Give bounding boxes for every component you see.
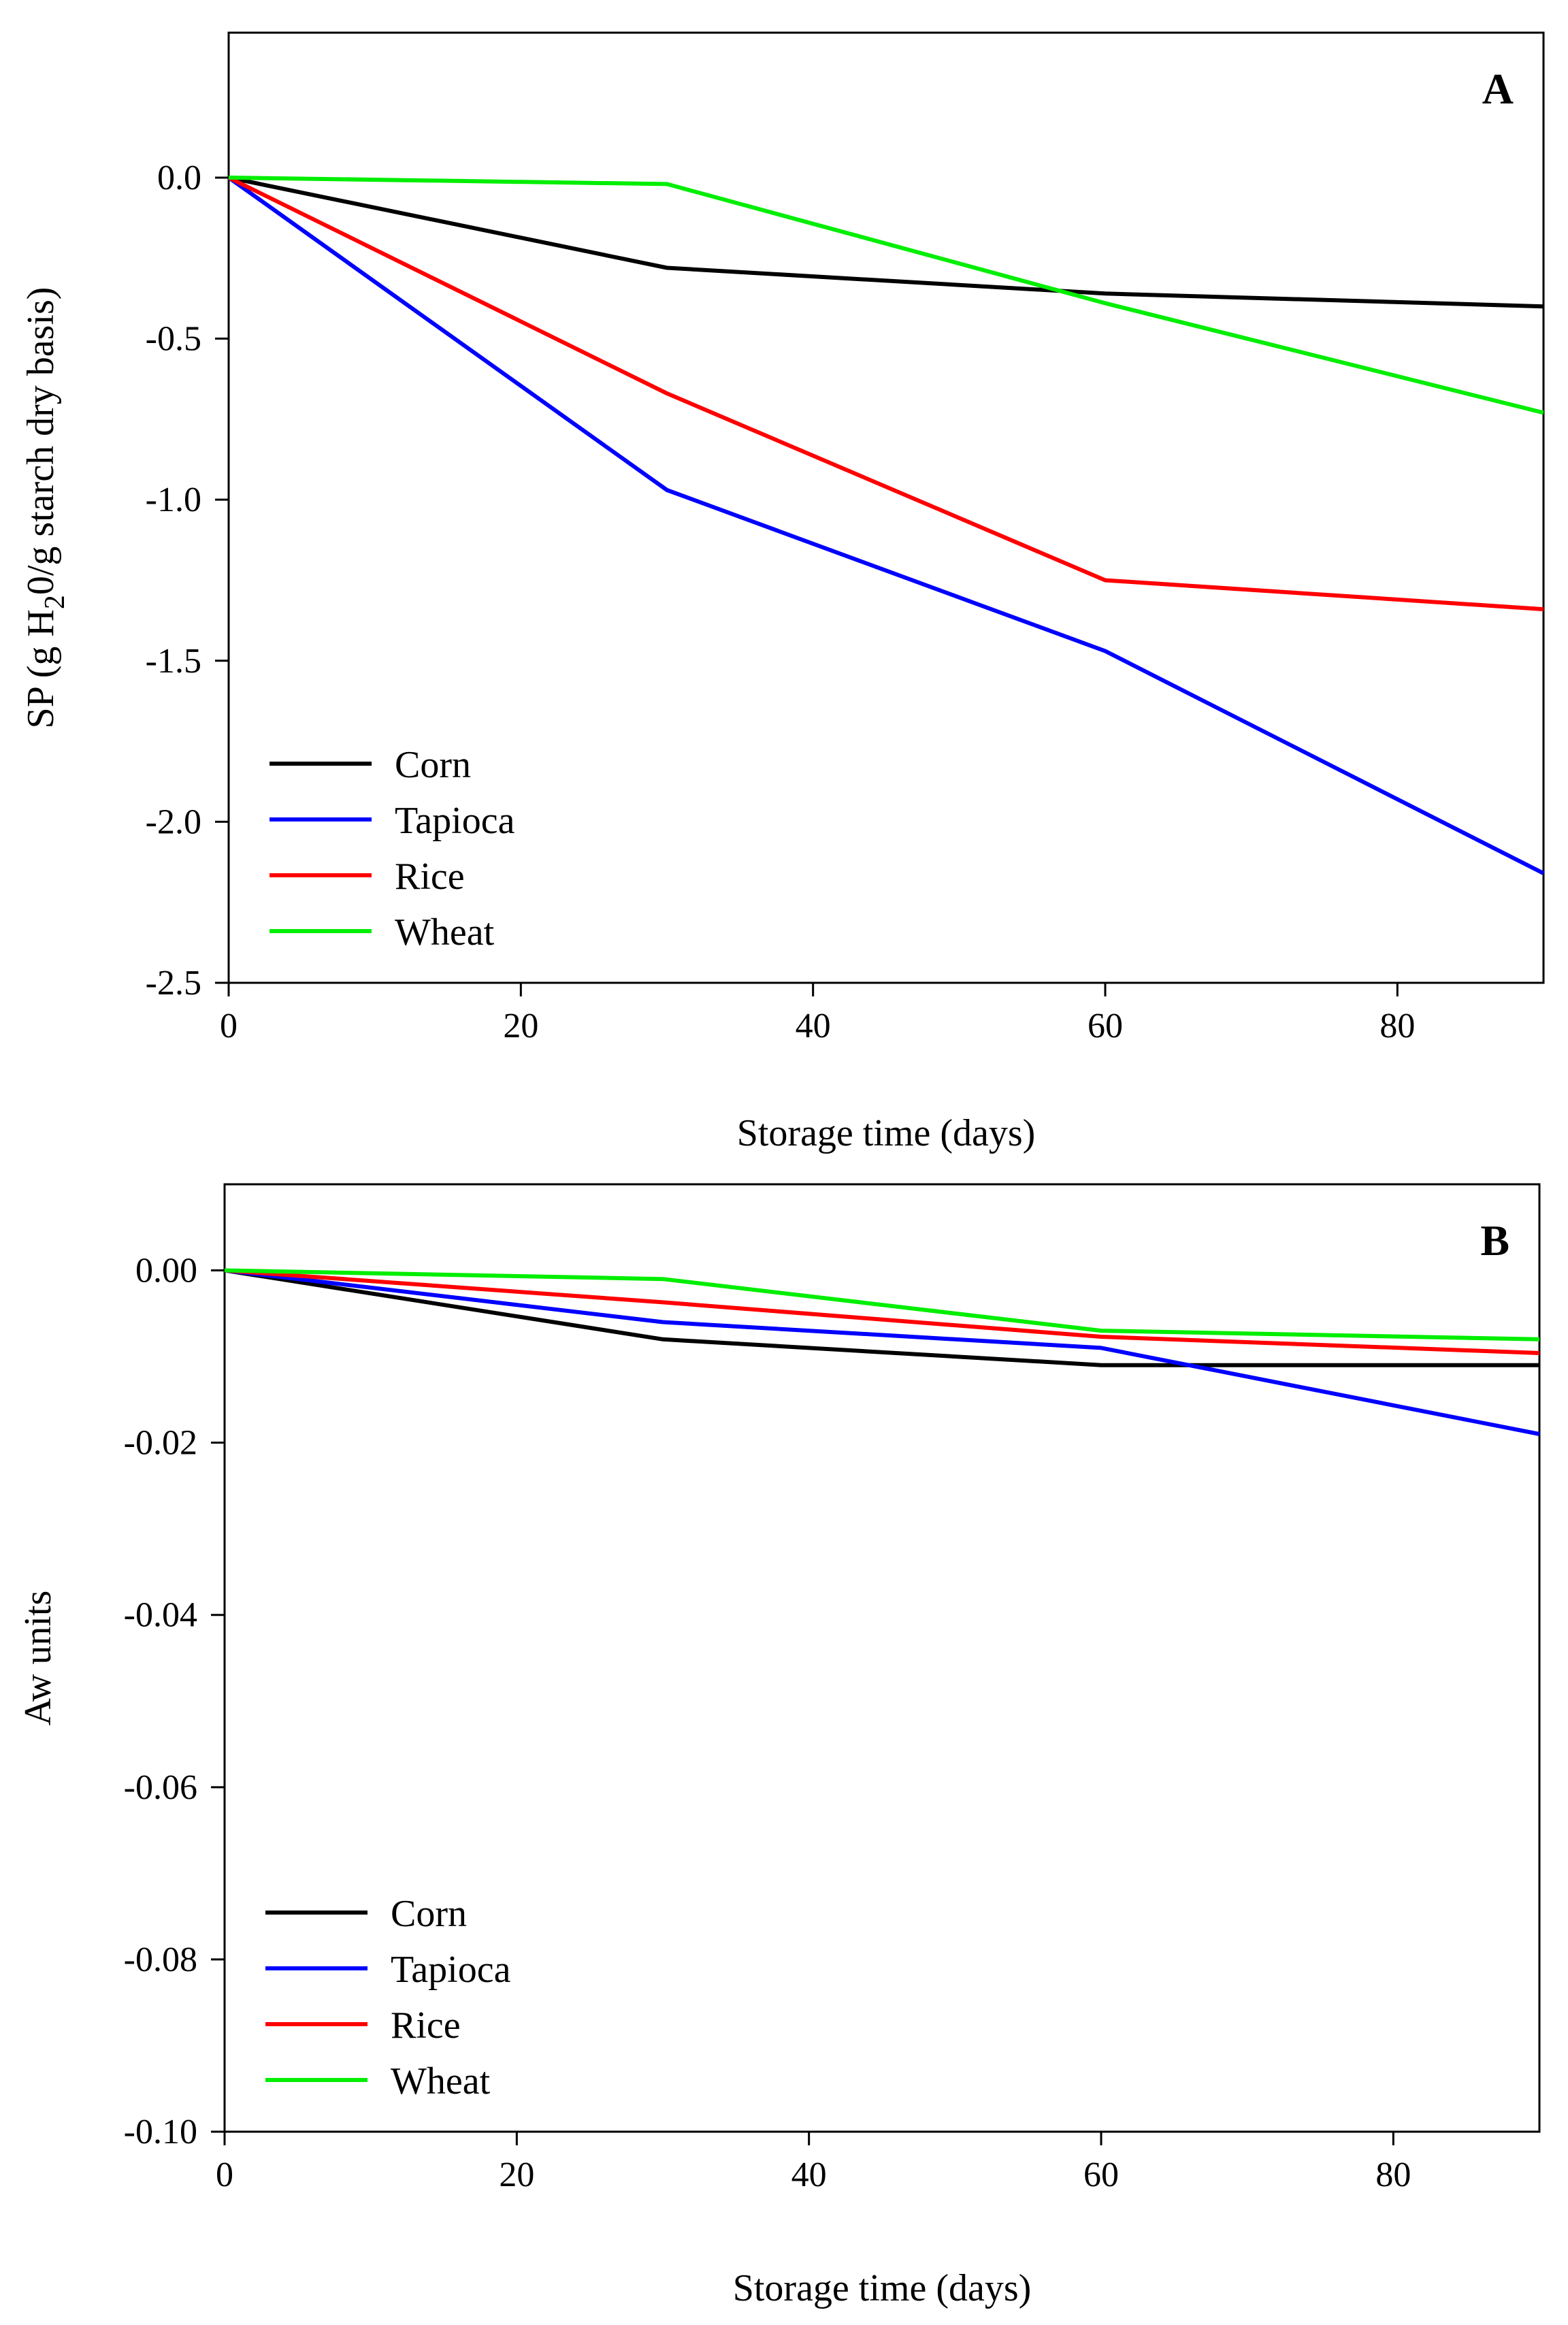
x-tick-label: 80	[1379, 1007, 1415, 1045]
legend-label-rice: Rice	[391, 2004, 461, 2047]
x-axis-label: Storage time (days)	[737, 1112, 1036, 1154]
legend-label-rice: Rice	[395, 856, 465, 898]
y-tick-label: -2.0	[146, 802, 201, 841]
x-axis-label: Storage time (days)	[733, 2267, 1032, 2309]
legend: Corn Tapioca Rice Wheat	[265, 1893, 511, 2102]
series-line-corn	[224, 1268, 1539, 1367]
series-line-wheat	[224, 1268, 1540, 1342]
y-axis-label: Aw units	[17, 1591, 59, 1726]
chart-panel-a: 0.0 -0.5 -1.0 -1.5 -2.0 -2.5 0 20 40 60 80 Storage …	[20, 31, 1545, 1154]
y-tick-label: -2.5	[146, 964, 201, 1003]
x-tick-label: 80	[1375, 2156, 1411, 2194]
plot-frame	[223, 1183, 1541, 2133]
y-tick-label: -0.5	[146, 320, 201, 359]
x-tick-label: 40	[796, 1007, 831, 1045]
x-tick-label: 0	[216, 2156, 233, 2194]
y-axis-label-main: SP (g H	[20, 609, 62, 728]
y-axis-label-subscript: 2	[39, 595, 71, 609]
x-tick-label: 60	[1083, 2156, 1119, 2194]
series-line-corn	[228, 175, 1544, 309]
legend-label-tapioca: Tapioca	[395, 800, 515, 842]
x-tick-label: 0	[220, 1007, 238, 1045]
series-line-rice	[224, 1268, 1540, 1355]
plot-frame	[227, 31, 1545, 984]
x-tick-label: 20	[503, 1007, 538, 1045]
y-tick-label: 0.0	[157, 159, 201, 197]
y-tick-label: 0.00	[135, 1252, 197, 1290]
legend-label-corn: Corn	[395, 744, 471, 786]
series-line-tapioca	[227, 176, 1545, 875]
y-tick-label: -1.0	[146, 481, 201, 519]
legend-label-wheat: Wheat	[395, 911, 495, 954]
series-line-rice	[227, 176, 1544, 612]
y-tick-label: -1.5	[146, 642, 201, 681]
y-tick-label: -0.04	[124, 1596, 197, 1635]
y-tick-label: -0.08	[124, 1940, 197, 1979]
panel-letter: A	[1482, 65, 1514, 113]
y-axis-label-rest: 0/g starch dry basis)	[20, 287, 62, 596]
legend-label-wheat: Wheat	[391, 2060, 491, 2102]
legend-label-corn: Corn	[391, 1893, 467, 1935]
y-tick-label: -0.10	[124, 2113, 197, 2151]
y-tick-label: -0.02	[124, 1424, 197, 1463]
x-tick-label: 20	[499, 2156, 534, 2194]
panel-letter: B	[1480, 1216, 1509, 1265]
x-tick-label: 60	[1088, 1007, 1123, 1045]
x-tick-label: 40	[791, 2156, 827, 2194]
chart-panel-b: 0.00 -0.02 -0.04 -0.06 -0.08 -0.10 0 20 40 60 80 St…	[17, 1183, 1541, 2309]
y-axis-label: SP (g H20/g starch dry basis)	[20, 287, 71, 729]
y-tick-label: -0.06	[124, 1768, 197, 1807]
y-axis-label-main: Aw units	[17, 1591, 59, 1726]
legend-label-tapioca: Tapioca	[391, 1949, 511, 1991]
legend: Corn Tapioca Rice Wheat	[270, 744, 515, 954]
series-line-tapioca	[224, 1268, 1540, 1436]
series-line-wheat	[228, 175, 1544, 415]
